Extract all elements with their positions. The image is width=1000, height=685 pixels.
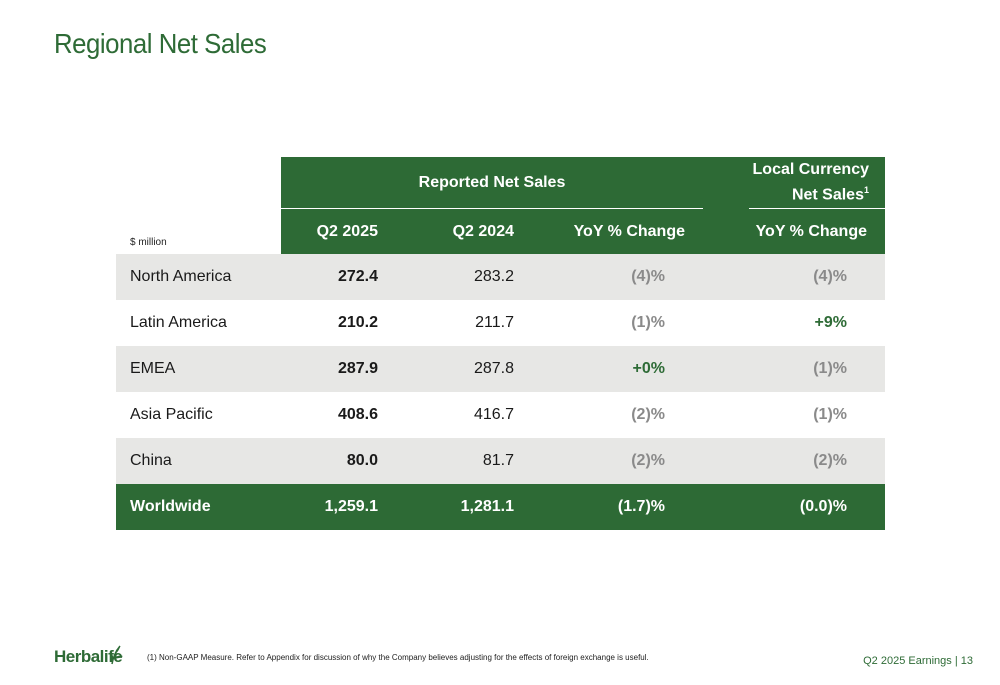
column-header-q2-2025: Q2 2025 (316, 222, 378, 240)
total-local-yoy-change-value: (0.0)% (799, 498, 847, 515)
page-footer-label: Q2 2025 Earnings | 13 (863, 655, 973, 667)
region-name: Asia Pacific (130, 406, 213, 423)
yoy-change-value: (2)% (631, 452, 665, 469)
q2-2024-value: 283.2 (473, 268, 514, 285)
table-total-row: Worldwide 1,259.1 1,281.1 (1.7)% (0.0)% (116, 484, 885, 530)
header-divider-local (749, 208, 885, 209)
total-q2-2024-value: 1,281.1 (460, 498, 514, 515)
header-local-currency-net-sales: Local Currency Net Sales1 (703, 157, 885, 209)
region-name: Latin America (130, 314, 227, 331)
yoy-change-value: (1)% (631, 314, 665, 331)
table-row: China 80.0 81.7 (2)% (2)% (116, 438, 885, 484)
q2-2024-value: 287.8 (473, 360, 514, 377)
column-header-local-yoy-change: YoY % Change (755, 222, 867, 240)
footnote-marker: 1 (863, 185, 869, 196)
yoy-change-value: +0% (632, 360, 665, 377)
total-q2-2025-value: 1,259.1 (324, 498, 378, 515)
local-yoy-change-value: (1)% (813, 406, 847, 423)
header-divider-reported (281, 208, 703, 209)
table-header-band (281, 157, 885, 254)
table-row: Latin America 210.2 211.7 (1)% +9% (116, 300, 885, 346)
region-name: EMEA (130, 360, 176, 377)
q2-2024-value: 416.7 (473, 406, 514, 423)
header-local-line2: Net Sales1 (791, 185, 869, 204)
herbalife-logo: Herbalife (54, 647, 123, 666)
footnote: (1) Non-GAAP Measure. Refer to Appendix … (147, 653, 649, 662)
units-label: $ million (130, 237, 167, 248)
q2-2024-value: 81.7 (482, 452, 514, 469)
q2-2025-value: 272.4 (337, 268, 378, 285)
q2-2025-value: 408.6 (337, 406, 378, 423)
header-reported-net-sales: Reported Net Sales (418, 174, 566, 191)
q2-2025-value: 210.2 (337, 314, 378, 331)
local-yoy-change-value: +9% (814, 314, 847, 331)
total-yoy-change-value: (1.7)% (617, 498, 665, 515)
q2-2025-value: 287.9 (337, 360, 378, 377)
herbalife-leaf-icon (110, 645, 123, 665)
table-row: EMEA 287.9 287.8 +0% (1)% (116, 346, 885, 392)
local-yoy-change-value: (2)% (813, 452, 847, 469)
page-title: Regional Net Sales (54, 28, 267, 59)
q2-2025-value: 80.0 (346, 452, 378, 469)
region-name: North America (130, 268, 232, 285)
table-row: Asia Pacific 408.6 416.7 (2)% (1)% (116, 392, 885, 438)
total-region-name: Worldwide (130, 498, 211, 515)
local-yoy-change-value: (1)% (813, 360, 847, 377)
q2-2024-value: 211.7 (475, 314, 514, 331)
header-local-line1: Local Currency (752, 161, 869, 179)
yoy-change-value: (2)% (631, 406, 665, 423)
local-yoy-change-value: (4)% (813, 268, 847, 285)
region-name: China (130, 452, 172, 469)
column-header-yoy-change: YoY % Change (573, 222, 685, 240)
table-row: North America 272.4 283.2 (4)% (4)% (116, 254, 885, 300)
column-header-q2-2024: Q2 2024 (452, 222, 514, 240)
yoy-change-value: (4)% (631, 268, 665, 285)
table-body: North America 272.4 283.2 (4)% (4)% Lati… (116, 254, 885, 530)
